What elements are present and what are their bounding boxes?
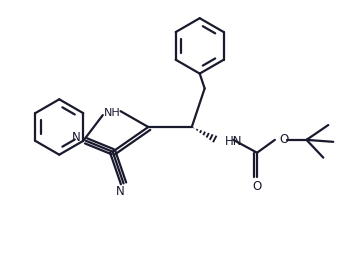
Text: N: N — [116, 185, 125, 198]
Text: O: O — [253, 180, 262, 193]
Text: HN: HN — [225, 135, 242, 148]
Text: O: O — [280, 133, 289, 146]
Text: NH: NH — [104, 108, 121, 118]
Text: N: N — [72, 131, 81, 144]
